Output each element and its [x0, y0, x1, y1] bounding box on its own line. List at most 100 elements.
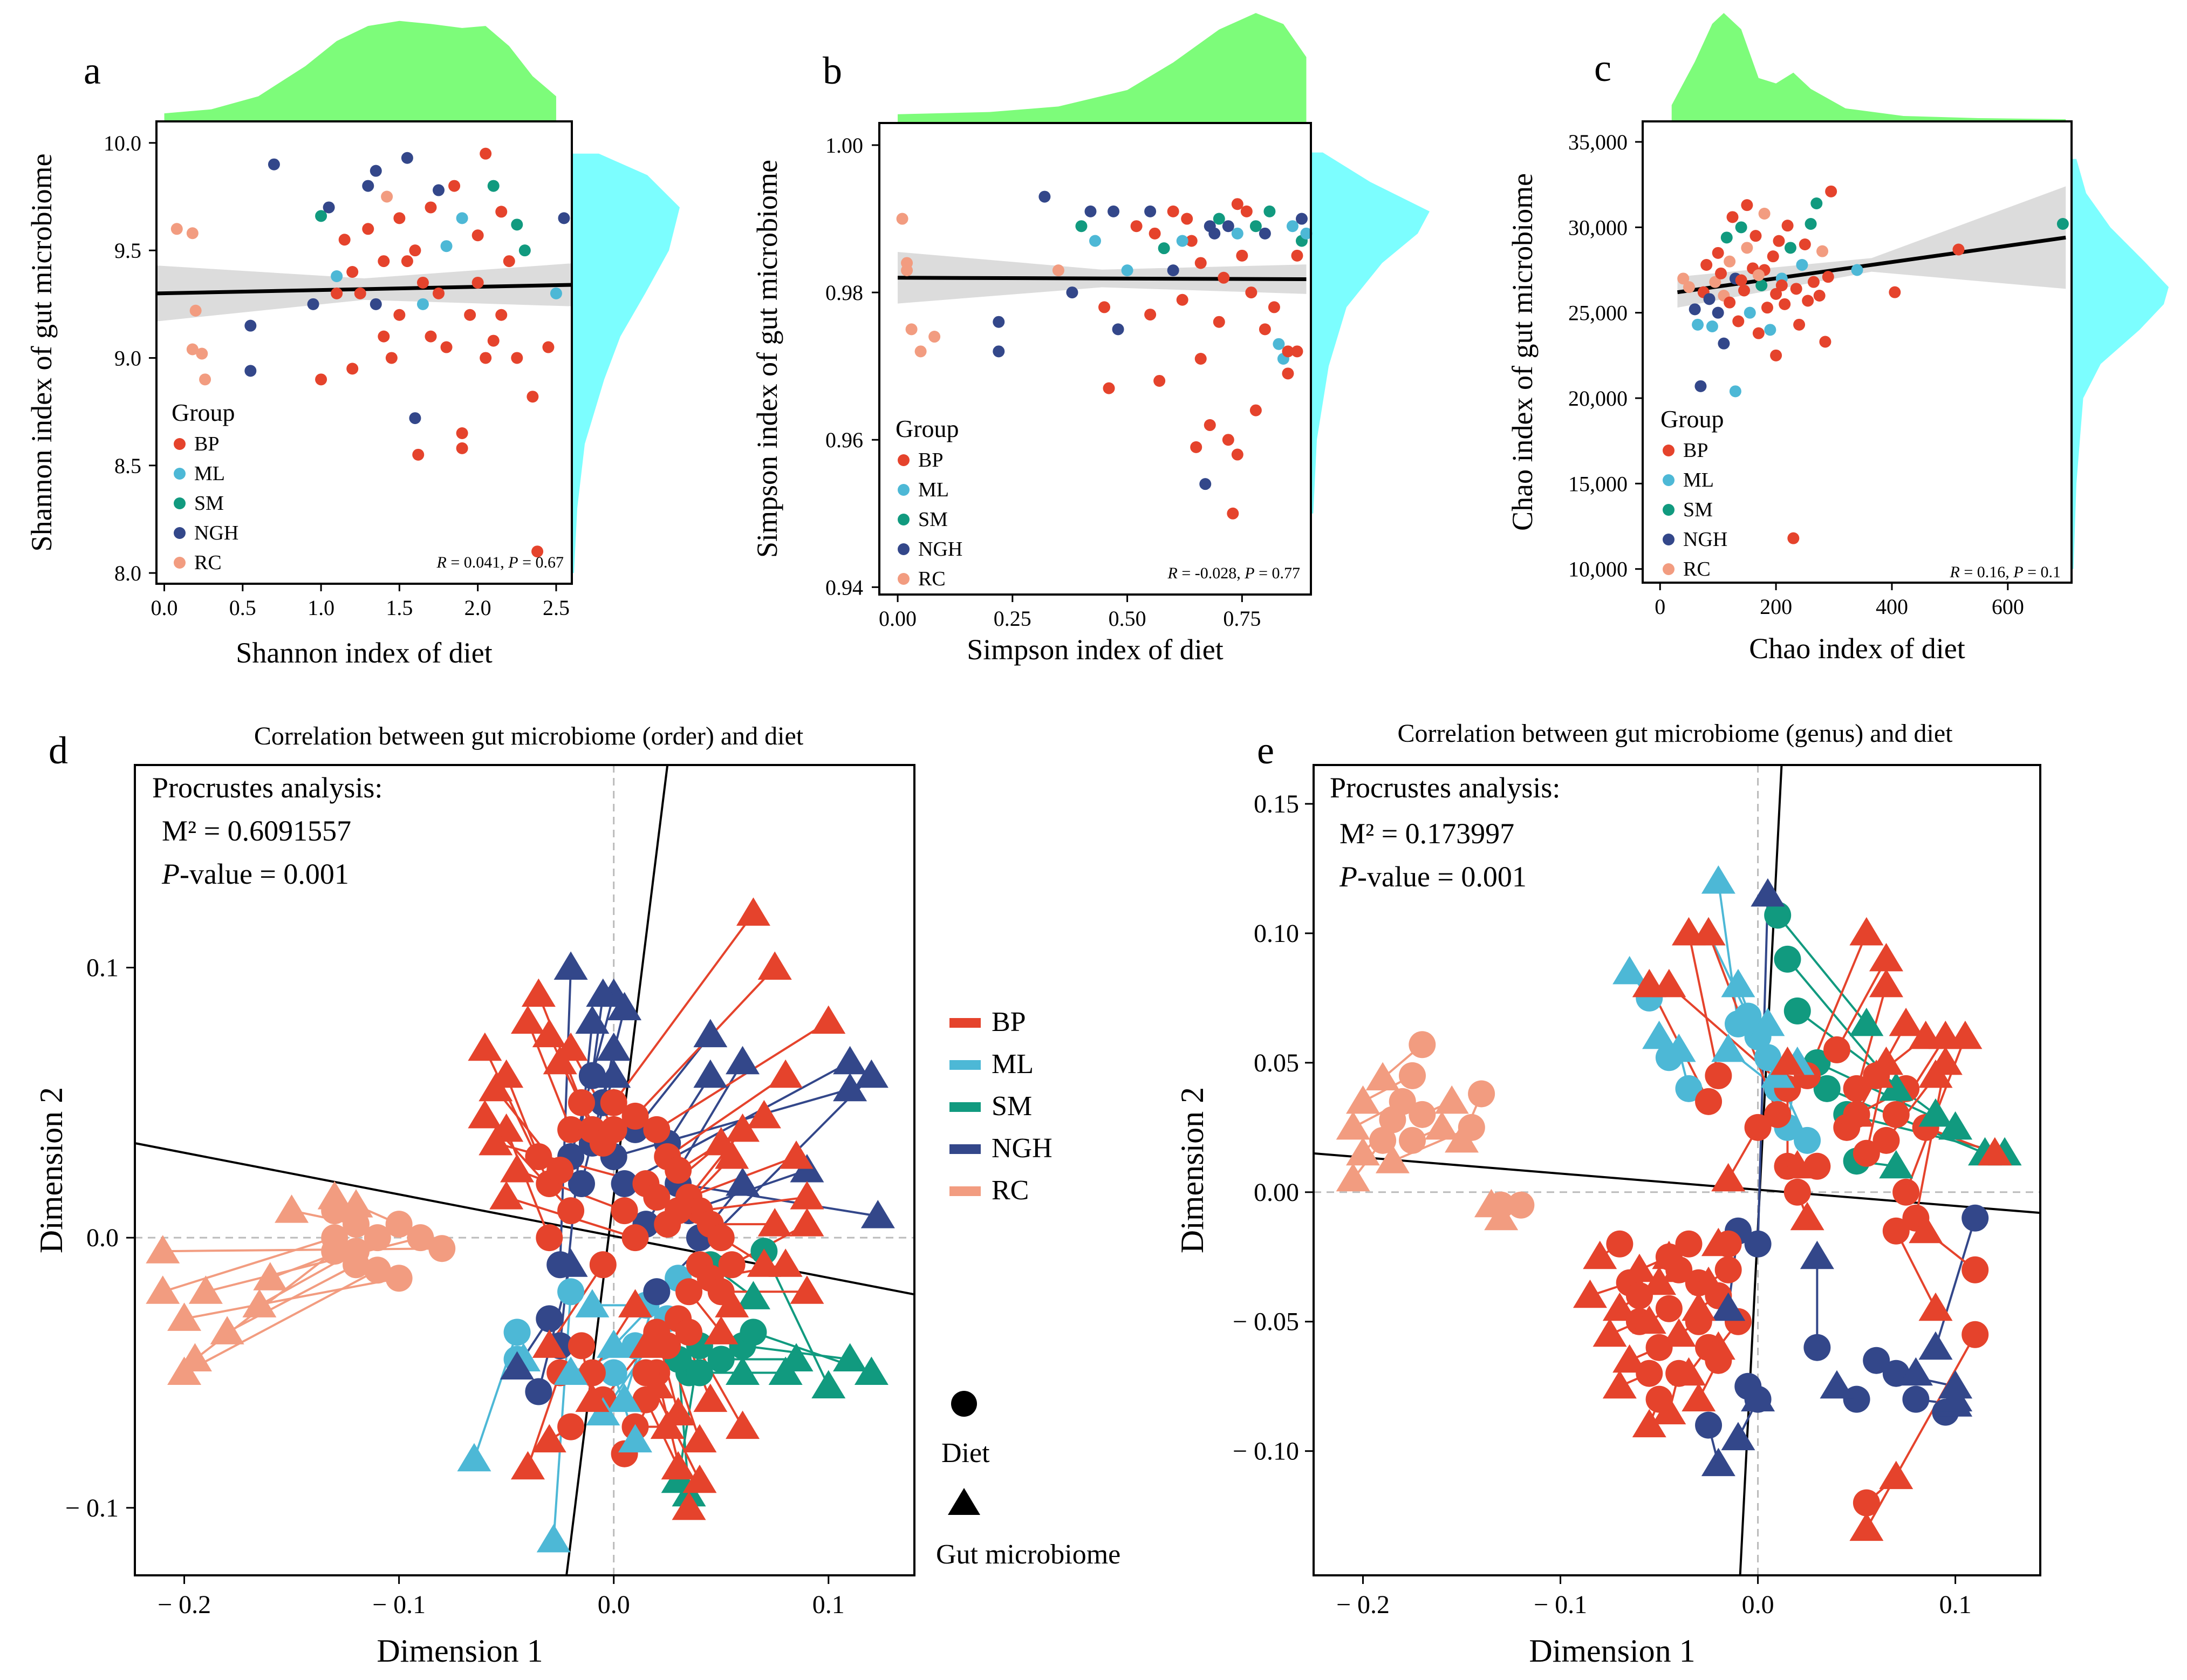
stat-annotation-part-0: R	[436, 554, 447, 571]
plot-inner-d	[135, 765, 914, 1575]
point-NGH	[1144, 205, 1157, 217]
gut-point-BP	[1612, 1344, 1647, 1373]
point-ML	[1300, 227, 1313, 240]
legend-marker-NGH	[1663, 534, 1675, 545]
procrustes-m2: M² = 0.173997	[1339, 817, 1514, 850]
gut-point-BP	[1879, 1460, 1913, 1490]
point-BP	[1761, 302, 1773, 314]
point-BP	[338, 234, 351, 246]
gut-point-RC	[242, 1289, 277, 1317]
gut-point-NGH	[1938, 1383, 1973, 1412]
gut-point-RC	[1336, 1163, 1370, 1192]
pvalue-label: P	[161, 858, 180, 890]
diet-point-NGH	[1744, 1230, 1772, 1258]
gut-point-NGH	[1898, 1357, 1933, 1386]
gut-point-BP	[479, 1126, 513, 1156]
diet-point-BP	[1783, 1178, 1811, 1206]
legend-marker-BP	[1663, 445, 1675, 456]
point-BP	[1218, 271, 1230, 284]
legend-title: Group	[896, 415, 959, 442]
diet-point-BP	[1892, 1178, 1920, 1206]
y-tick-label: 0.10	[1254, 919, 1299, 948]
diet-point-BP	[1714, 1256, 1742, 1283]
point-ML	[1176, 235, 1188, 247]
y-tick-label: 0.98	[825, 281, 863, 305]
point-BP	[464, 309, 476, 321]
diet-point-BP	[1962, 1321, 1989, 1348]
point-BP	[1773, 235, 1785, 247]
legend-label-ML: ML	[918, 479, 949, 501]
diet-point-BP	[675, 1319, 703, 1346]
legend-marker-RC	[174, 557, 186, 569]
legend-label-RC: RC	[918, 568, 946, 590]
point-BP	[393, 212, 406, 224]
x-axis-title: Chao index of diet	[1749, 632, 1965, 665]
legend-label-ML: ML	[1683, 469, 1714, 491]
gut-point-SM	[854, 1356, 889, 1385]
gut-point-NGH	[854, 1059, 889, 1088]
x-tick-label: 0.5	[229, 596, 256, 620]
group-legend-d: BP ML SM NGH RC Diet Gut microbiome	[936, 1007, 1120, 1570]
legend-label-BP: BP	[918, 449, 943, 472]
gut-point-NGH	[693, 1059, 728, 1088]
point-BP	[425, 201, 437, 214]
x-axis-title: Dimension 1	[1529, 1633, 1695, 1669]
point-BP	[425, 330, 437, 343]
diet-point-BP	[600, 1089, 627, 1116]
diet-point-BP	[665, 1197, 692, 1225]
frame-c	[1642, 120, 2073, 584]
point-NGH	[993, 345, 1005, 358]
gut-point-BP	[693, 1383, 728, 1412]
pair-link-RC	[162, 1237, 335, 1293]
gut-point-BP	[1622, 1253, 1657, 1282]
point-BP	[1291, 249, 1303, 262]
gut-point-NGH	[1721, 1422, 1755, 1451]
point-BP	[448, 180, 461, 192]
x-tick-label: 0.75	[1223, 606, 1261, 631]
point-RC	[914, 345, 927, 358]
gut-point-BP	[1632, 968, 1666, 998]
gut-point-ML	[597, 1329, 631, 1358]
gut-point-SM	[768, 1356, 803, 1385]
y-tick-label: 9.5	[114, 238, 141, 263]
x-tick-label: 400	[1876, 595, 1908, 619]
gut-point-BP	[1642, 1266, 1677, 1295]
procrustes-pvalue: P-value = 0.001	[161, 858, 349, 890]
panel-c: 0 200 400 600 10,000 15,000 20,000 25,000 30,000…	[1506, 13, 2169, 665]
point-BP	[1770, 349, 1782, 361]
y-tick-label: 35,000	[1568, 130, 1628, 154]
density-right-a	[572, 153, 680, 573]
x-tick-label: 0.0	[151, 596, 178, 620]
diet-point-BP	[1882, 1101, 1910, 1128]
procrustes-m2: M² = 0.6091557	[162, 815, 351, 847]
y-tick-label: 30,000	[1568, 215, 1628, 240]
x-tick-label: 0	[1655, 595, 1665, 619]
gut-point-RC	[1346, 1085, 1380, 1114]
gut-point-ML	[1721, 968, 1755, 998]
point-NGH	[362, 180, 374, 192]
legend-label-SM: SM	[1683, 498, 1713, 521]
gut-point-BP	[575, 1383, 610, 1412]
gut-point-NGH	[1820, 1370, 1854, 1399]
point-ML	[1692, 318, 1704, 331]
gut-point-BP	[682, 1424, 717, 1453]
y-tick-label: 0.1	[86, 954, 119, 982]
y-tick-label: − 0.05	[1233, 1308, 1299, 1336]
point-BP	[1952, 243, 1965, 256]
point-ML	[1089, 235, 1101, 247]
point-RC	[1709, 276, 1721, 288]
diet-point-BP	[1675, 1230, 1703, 1258]
gut-point-RC	[1445, 1124, 1479, 1153]
diet-point-RC	[1468, 1080, 1495, 1108]
point-BP	[1712, 247, 1724, 259]
point-ML	[1851, 264, 1863, 276]
legend-label-SM: SM	[992, 1091, 1032, 1122]
x-tick-label: − 0.2	[158, 1590, 211, 1619]
point-NGH	[1208, 227, 1221, 240]
point-BP	[495, 206, 508, 218]
diet-point-BP	[557, 1413, 585, 1440]
diet-point-ML	[1675, 1075, 1703, 1102]
gut-point-BP	[682, 1464, 717, 1493]
point-BP	[1236, 249, 1248, 262]
point-BP	[1790, 283, 1802, 295]
